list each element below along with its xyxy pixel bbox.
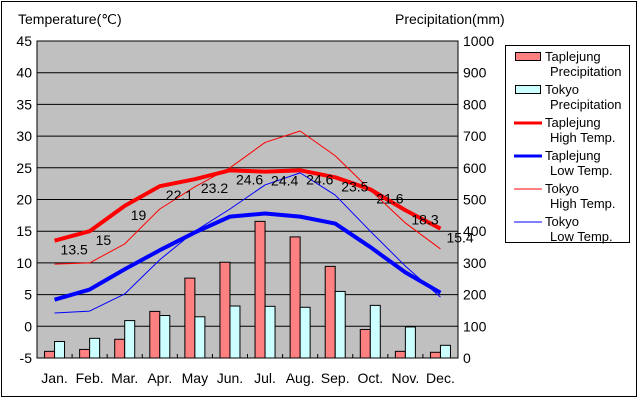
bar-taplejung-precipitation — [44, 350, 56, 359]
data-label-taplejung-high: 22.1 — [166, 187, 193, 203]
line-tokyo-low-temp — [54, 172, 441, 314]
x-tick-label: Jun. — [217, 370, 243, 386]
data-label-taplejung-high: 15.4 — [446, 230, 473, 246]
y-right-tick-label: 400 — [463, 223, 487, 239]
data-label-taplejung-high: 18.3 — [411, 211, 438, 227]
x-tick-label: Jan. — [41, 370, 67, 386]
x-tick-label: Oct. — [357, 370, 383, 386]
y-left-tick-label: 20 — [16, 192, 32, 208]
line-taplejung-low-temp — [53, 211, 442, 302]
x-tick-label: May — [182, 370, 208, 386]
bar-tokyo-precipitation — [404, 326, 416, 359]
legend-label: Taplejung — [545, 115, 601, 130]
bar-taplejung-precipitation — [114, 338, 126, 359]
legend-swatch — [515, 85, 541, 94]
data-label-taplejung-high: 21.6 — [376, 190, 403, 206]
bar-taplejung-precipitation — [359, 328, 371, 359]
line-taplejung-high-temp — [54, 168, 442, 243]
legend-label: Tokyo — [545, 214, 579, 229]
y-left-axis-title: Temperature(℃) — [18, 11, 122, 27]
bar-tokyo-precipitation — [194, 316, 206, 359]
x-tick-label: Sep. — [321, 370, 350, 386]
y-left-tick-label: 0 — [24, 318, 32, 334]
bar-taplejung-precipitation — [429, 351, 441, 359]
bar-tokyo-precipitation — [159, 315, 171, 359]
x-tick-label: Dec. — [426, 370, 455, 386]
bar-taplejung-precipitation — [79, 348, 91, 359]
legend-label: Low Temp. — [550, 229, 613, 244]
x-tick-label: Apr. — [147, 370, 172, 386]
data-label-taplejung-high: 19 — [131, 207, 147, 223]
legend-label: Low Temp. — [550, 163, 613, 178]
y-left-tick-label: 15 — [16, 223, 32, 239]
y-left-tick-label: 40 — [16, 65, 32, 81]
data-label-taplejung-high: 13.5 — [61, 242, 88, 258]
bar-taplejung-precipitation — [184, 277, 196, 359]
y-right-tick-label: 100 — [463, 318, 487, 334]
y-left-tick-label: 35 — [16, 96, 32, 112]
bar-tokyo-precipitation — [369, 304, 381, 359]
y-left-tick-label: 5 — [24, 287, 32, 303]
y-right-tick-label: 900 — [463, 65, 487, 81]
bar-taplejung-precipitation — [254, 220, 266, 359]
y-left-tick-label: 25 — [16, 160, 32, 176]
bar-tokyo-precipitation — [439, 344, 451, 359]
y-right-tick-label: 1000 — [463, 33, 494, 49]
y-right-tick-label: 200 — [463, 287, 487, 303]
x-tick-label: Aug. — [286, 370, 315, 386]
data-label-taplejung-high: 23.5 — [341, 178, 368, 194]
legend-label: Precipitation — [550, 64, 622, 79]
legend-label: Taplejung — [545, 148, 601, 163]
data-label-taplejung-high: 24.6 — [236, 171, 263, 187]
legend-label: Tokyo — [545, 181, 579, 196]
bar-taplejung-precipitation — [219, 261, 231, 359]
data-label-taplejung-high: 23.2 — [201, 180, 228, 196]
y-right-axis-title: Precipitation(mm) — [395, 11, 505, 27]
data-label-taplejung-high: 24.4 — [271, 173, 298, 189]
y-right-tick-label: 700 — [463, 128, 487, 144]
y-right-tick-label: 800 — [463, 96, 487, 112]
y-right-tick-label: 300 — [463, 255, 487, 271]
x-tick-label: Mar. — [111, 370, 138, 386]
bar-tokyo-precipitation — [124, 320, 136, 359]
data-label-taplejung-high: 24.6 — [306, 171, 333, 187]
y-left-tick-label: 30 — [16, 128, 32, 144]
legend: TaplejungPrecipitationTokyoPrecipitation… — [505, 45, 630, 244]
legend-label: Taplejung — [545, 49, 601, 64]
line-tokyo-high-temp — [54, 130, 441, 265]
y-right-tick-label: 600 — [463, 160, 487, 176]
y-right-tick-label: 500 — [463, 192, 487, 208]
legend-box — [505, 45, 630, 243]
y-left-tick-label: 45 — [16, 33, 32, 49]
bar-taplejung-precipitation — [324, 265, 336, 359]
y-right-tick-label: 0 — [463, 350, 471, 366]
legend-label: Precipitation — [550, 97, 622, 112]
bar-tokyo-precipitation — [264, 305, 276, 359]
legend-label: High Temp. — [550, 196, 616, 211]
bar-taplejung-precipitation — [289, 236, 301, 359]
bar-tokyo-precipitation — [229, 305, 241, 359]
legend-label: High Temp. — [550, 130, 616, 145]
y-left-tick-label: -5 — [20, 350, 33, 366]
legend-label: Tokyo — [545, 82, 579, 97]
y-left-tick-label: 10 — [16, 255, 32, 271]
x-tick-label: Nov. — [392, 370, 420, 386]
legend-swatch — [515, 52, 541, 61]
x-tick-label: Feb. — [76, 370, 104, 386]
bar-tokyo-precipitation — [89, 337, 101, 359]
data-label-taplejung-high: 15 — [96, 232, 112, 248]
bar-tokyo-precipitation — [334, 290, 346, 359]
bar-taplejung-precipitation — [394, 350, 406, 359]
bar-tokyo-precipitation — [54, 341, 66, 359]
x-tick-label: Jul. — [254, 370, 276, 386]
bar-taplejung-precipitation — [149, 310, 161, 359]
bar-tokyo-precipitation — [299, 306, 311, 359]
